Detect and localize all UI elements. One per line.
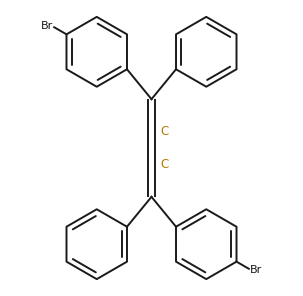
- Text: Br: Br: [41, 22, 53, 31]
- Text: C: C: [160, 125, 169, 138]
- Text: Br: Br: [250, 265, 262, 274]
- Text: C: C: [160, 158, 169, 171]
